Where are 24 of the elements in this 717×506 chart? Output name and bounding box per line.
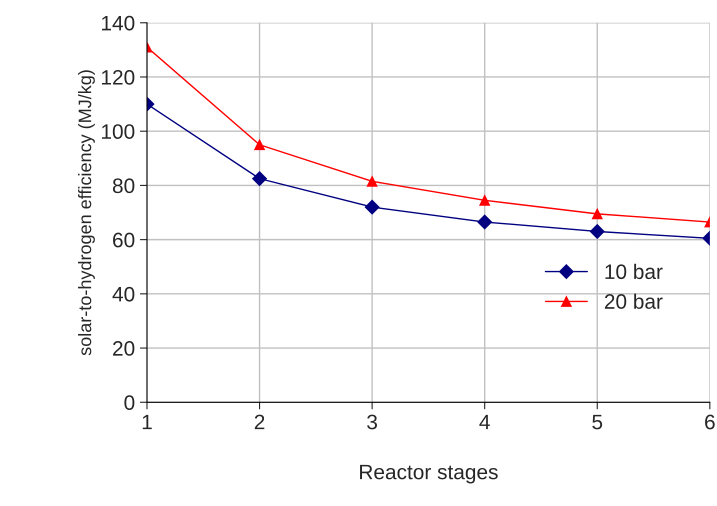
point: [252, 171, 267, 186]
x-tick-label: 5: [592, 414, 602, 430]
point: [479, 194, 490, 206]
point: [477, 214, 492, 230]
x-tick-label: 6: [705, 414, 715, 430]
y-tick-label: 60: [113, 232, 134, 248]
point: [366, 176, 378, 187]
y-axis-title: solar-to-hydrogen efficiency (MJ/kg): [78, 70, 95, 356]
legend-label: 10 bar: [605, 264, 663, 280]
x-axis-title: Reactor stages: [360, 464, 498, 484]
y-tick-label: 80: [112, 178, 134, 194]
y-tick-label: 20: [113, 341, 134, 356]
y-tick-label: 100: [102, 124, 134, 139]
y-tick-label: 0: [124, 395, 134, 410]
x-tick-label: 1: [142, 414, 152, 430]
point: [364, 200, 380, 214]
y-tick-label: 120: [102, 70, 134, 85]
y-tick-label: 140: [102, 16, 134, 31]
x-tick-label: 4: [479, 414, 490, 430]
x-tick-label: 2: [254, 414, 264, 430]
point: [254, 139, 265, 150]
legend-label: 20 bar: [604, 294, 663, 309]
y-tick-label: 40: [112, 286, 134, 302]
x-tick-label: 3: [367, 414, 377, 430]
